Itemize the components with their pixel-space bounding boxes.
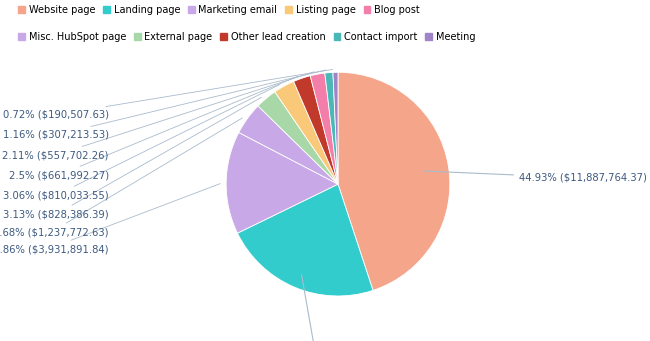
Text: 44.93% ($11,887,764.37): 44.93% ($11,887,764.37) <box>424 171 647 183</box>
Wedge shape <box>338 72 450 291</box>
Text: 0.72% ($190,507.63): 0.72% ($190,507.63) <box>3 70 333 120</box>
Wedge shape <box>325 72 338 184</box>
Text: 3.06% ($810,033.55): 3.06% ($810,033.55) <box>3 85 280 200</box>
Text: 2.5% ($661,992.27): 2.5% ($661,992.27) <box>8 76 298 180</box>
Text: 22.84% ($6,042,942.07): 22.84% ($6,042,942.07) <box>255 275 376 341</box>
Wedge shape <box>310 73 338 184</box>
Text: 4.68% ($1,237,772.63): 4.68% ($1,237,772.63) <box>0 118 242 237</box>
Text: 14.86% ($3,931,891.84): 14.86% ($3,931,891.84) <box>0 183 220 254</box>
Wedge shape <box>226 133 338 233</box>
Wedge shape <box>258 92 338 184</box>
Wedge shape <box>294 76 338 184</box>
Text: 2.11% ($557,702.26): 2.11% ($557,702.26) <box>3 72 314 160</box>
Wedge shape <box>275 81 338 184</box>
Text: 1.16% ($307,213.53): 1.16% ($307,213.53) <box>3 70 326 140</box>
Wedge shape <box>237 184 373 296</box>
Wedge shape <box>333 72 338 184</box>
Wedge shape <box>239 106 338 184</box>
Legend: Website page, Landing page, Marketing email, Listing page, Blog post: Website page, Landing page, Marketing em… <box>18 5 420 15</box>
Legend: Misc. HubSpot page, External page, Other lead creation, Contact import, Meeting: Misc. HubSpot page, External page, Other… <box>18 32 476 42</box>
Text: 3.13% ($828,386.39): 3.13% ($828,386.39) <box>3 97 261 219</box>
